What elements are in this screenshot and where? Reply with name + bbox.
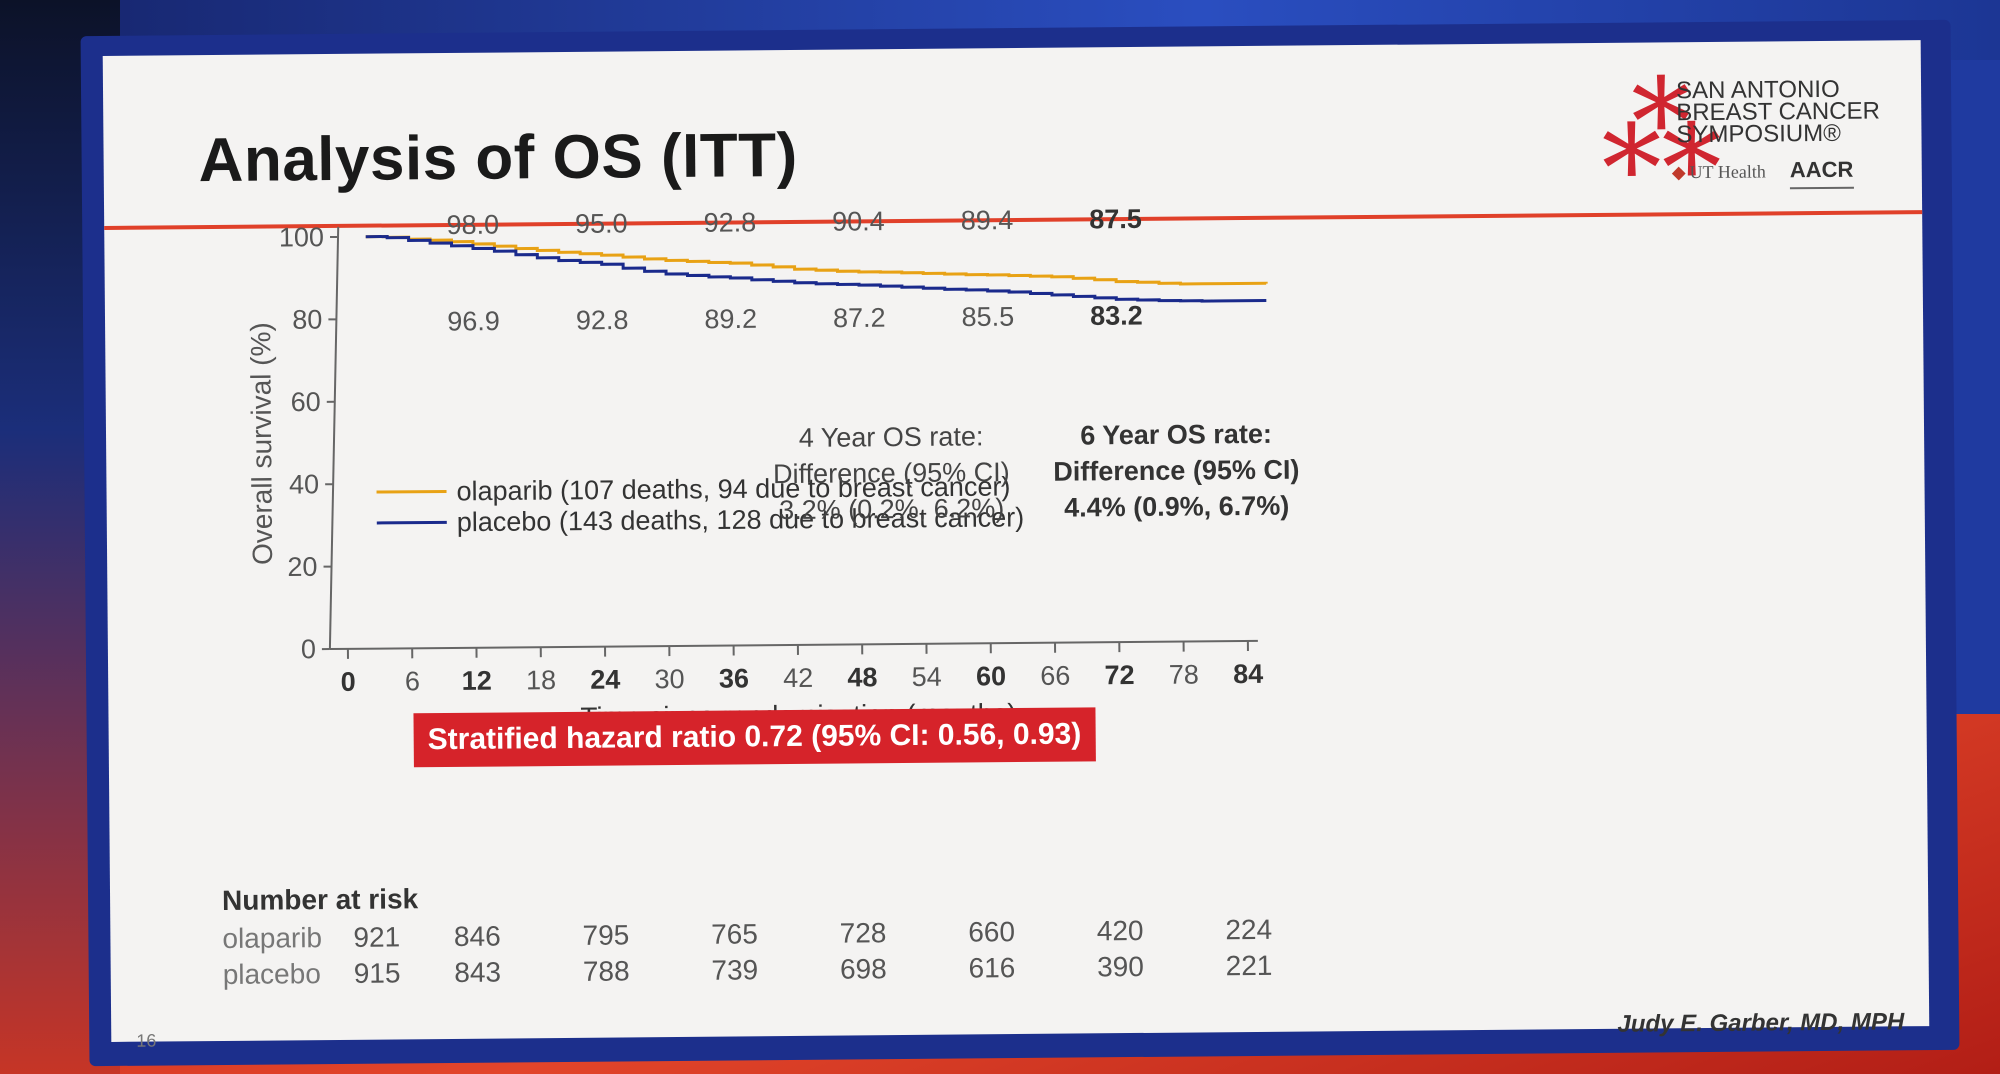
risk-arm-olaparib: olaparib <box>222 922 323 954</box>
risk-value-placebo: 616 <box>968 952 1016 984</box>
y-tick-label: 80 <box>292 304 322 334</box>
x-tick-label: 0 <box>341 667 356 697</box>
olaparib-rate-label: 87.5 <box>1089 204 1142 234</box>
olaparib-rate-label: 89.4 <box>961 205 1014 235</box>
risk-value-olaparib: 660 <box>968 916 1016 948</box>
risk-value-placebo: 915 <box>353 957 401 989</box>
x-tick-label: 54 <box>912 662 942 692</box>
risk-arm-placebo: placebo <box>222 958 321 990</box>
risk-value-placebo: 698 <box>839 953 887 985</box>
risk-value-placebo: 843 <box>454 956 502 988</box>
y-tick-label: 0 <box>301 634 316 664</box>
risk-value-placebo: 390 <box>1096 950 1144 983</box>
x-tick-label: 30 <box>654 664 684 694</box>
hazard-ratio-box: Stratified hazard ratio 0.72 (95% CI: 0.… <box>413 707 1096 768</box>
risk-value-olaparib: 846 <box>453 920 501 952</box>
risk-value-olaparib: 795 <box>582 919 630 951</box>
x-tick-label: 66 <box>1040 661 1070 691</box>
x-tick-label: 24 <box>590 664 620 694</box>
risk-value-olaparib: 728 <box>839 917 887 949</box>
annotation-6yr: 6 Year OS rate: Difference (95% CI) 4.4%… <box>1053 418 1300 523</box>
olaparib-rate-label: 90.4 <box>832 206 885 236</box>
x-tick-label: 48 <box>847 662 877 692</box>
x-tick-label: 60 <box>976 661 1006 691</box>
legend-entry: olaparib (107 deaths, 94 due to breast c… <box>456 472 1010 507</box>
placebo-rate-label: 85.5 <box>961 302 1014 332</box>
number-at-risk-title: Number at risk <box>221 883 419 916</box>
olaparib-rate-label: 95.0 <box>575 208 628 238</box>
legend-swatch <box>376 489 447 494</box>
risk-value-olaparib: 765 <box>710 918 758 950</box>
x-tick-label: 42 <box>783 663 813 693</box>
placebo-rate-label: 89.2 <box>704 304 757 334</box>
legend-entry: placebo (143 deaths, 128 due to breast c… <box>457 502 1025 537</box>
olaparib-rate-label: 92.8 <box>703 207 756 237</box>
annotation-4yr: 4 Year OS rate: Difference (95% CI) 3.2%… <box>772 421 1010 526</box>
y-axis <box>328 226 340 650</box>
x-tick-label: 78 <box>1169 659 1199 689</box>
placebo-rate-label: 92.8 <box>576 305 629 335</box>
slide-frame: Analysis of OS (ITT) ⁂ SAN ANTONIO BREAS… <box>80 19 1960 1067</box>
olaparib-rate-label: 98.0 <box>446 210 499 240</box>
page-number: 16 <box>136 1030 157 1051</box>
placebo-rate-label: 87.2 <box>833 303 886 333</box>
legend-swatch <box>376 520 447 525</box>
y-tick-label: 20 <box>287 552 317 582</box>
y-tick-label: 60 <box>291 387 321 417</box>
km-survival-chart: 0 20 40 60 80 100 0 6 12 18 24 30 36 42 48 54 60 66 72 78 84… <box>245 204 1268 733</box>
x-tick-label: 6 <box>405 666 420 696</box>
risk-value-placebo: 221 <box>1225 949 1273 982</box>
risk-value-olaparib: 420 <box>1096 914 1144 947</box>
x-tick-label: 12 <box>462 666 492 696</box>
x-tick-label: 72 <box>1104 660 1134 690</box>
y-tick-label: 100 <box>279 222 324 252</box>
y-axis-title: Overall survival (%) <box>245 322 278 565</box>
x-tick-label: 18 <box>526 665 556 695</box>
placebo-rate-label: 83.2 <box>1090 300 1143 330</box>
x-tick-label: 84 <box>1233 659 1263 689</box>
placebo-rate-label: 96.9 <box>447 306 500 336</box>
y-tick-label: 40 <box>289 469 319 499</box>
risk-value-olaparib: 224 <box>1225 913 1273 946</box>
risk-value-placebo: 788 <box>582 955 630 987</box>
placebo-curve <box>365 234 1267 303</box>
presenter-credit: Judy E. Garber, MD, MPH <box>1617 1008 1905 1038</box>
olaparib-curve <box>365 234 1268 286</box>
x-axis <box>329 639 1258 651</box>
risk-value-placebo: 739 <box>711 954 759 986</box>
slide: Analysis of OS (ITT) ⁂ SAN ANTONIO BREAS… <box>102 40 1930 1051</box>
risk-value-olaparib: 921 <box>353 921 401 953</box>
x-tick-label: 36 <box>719 663 749 693</box>
